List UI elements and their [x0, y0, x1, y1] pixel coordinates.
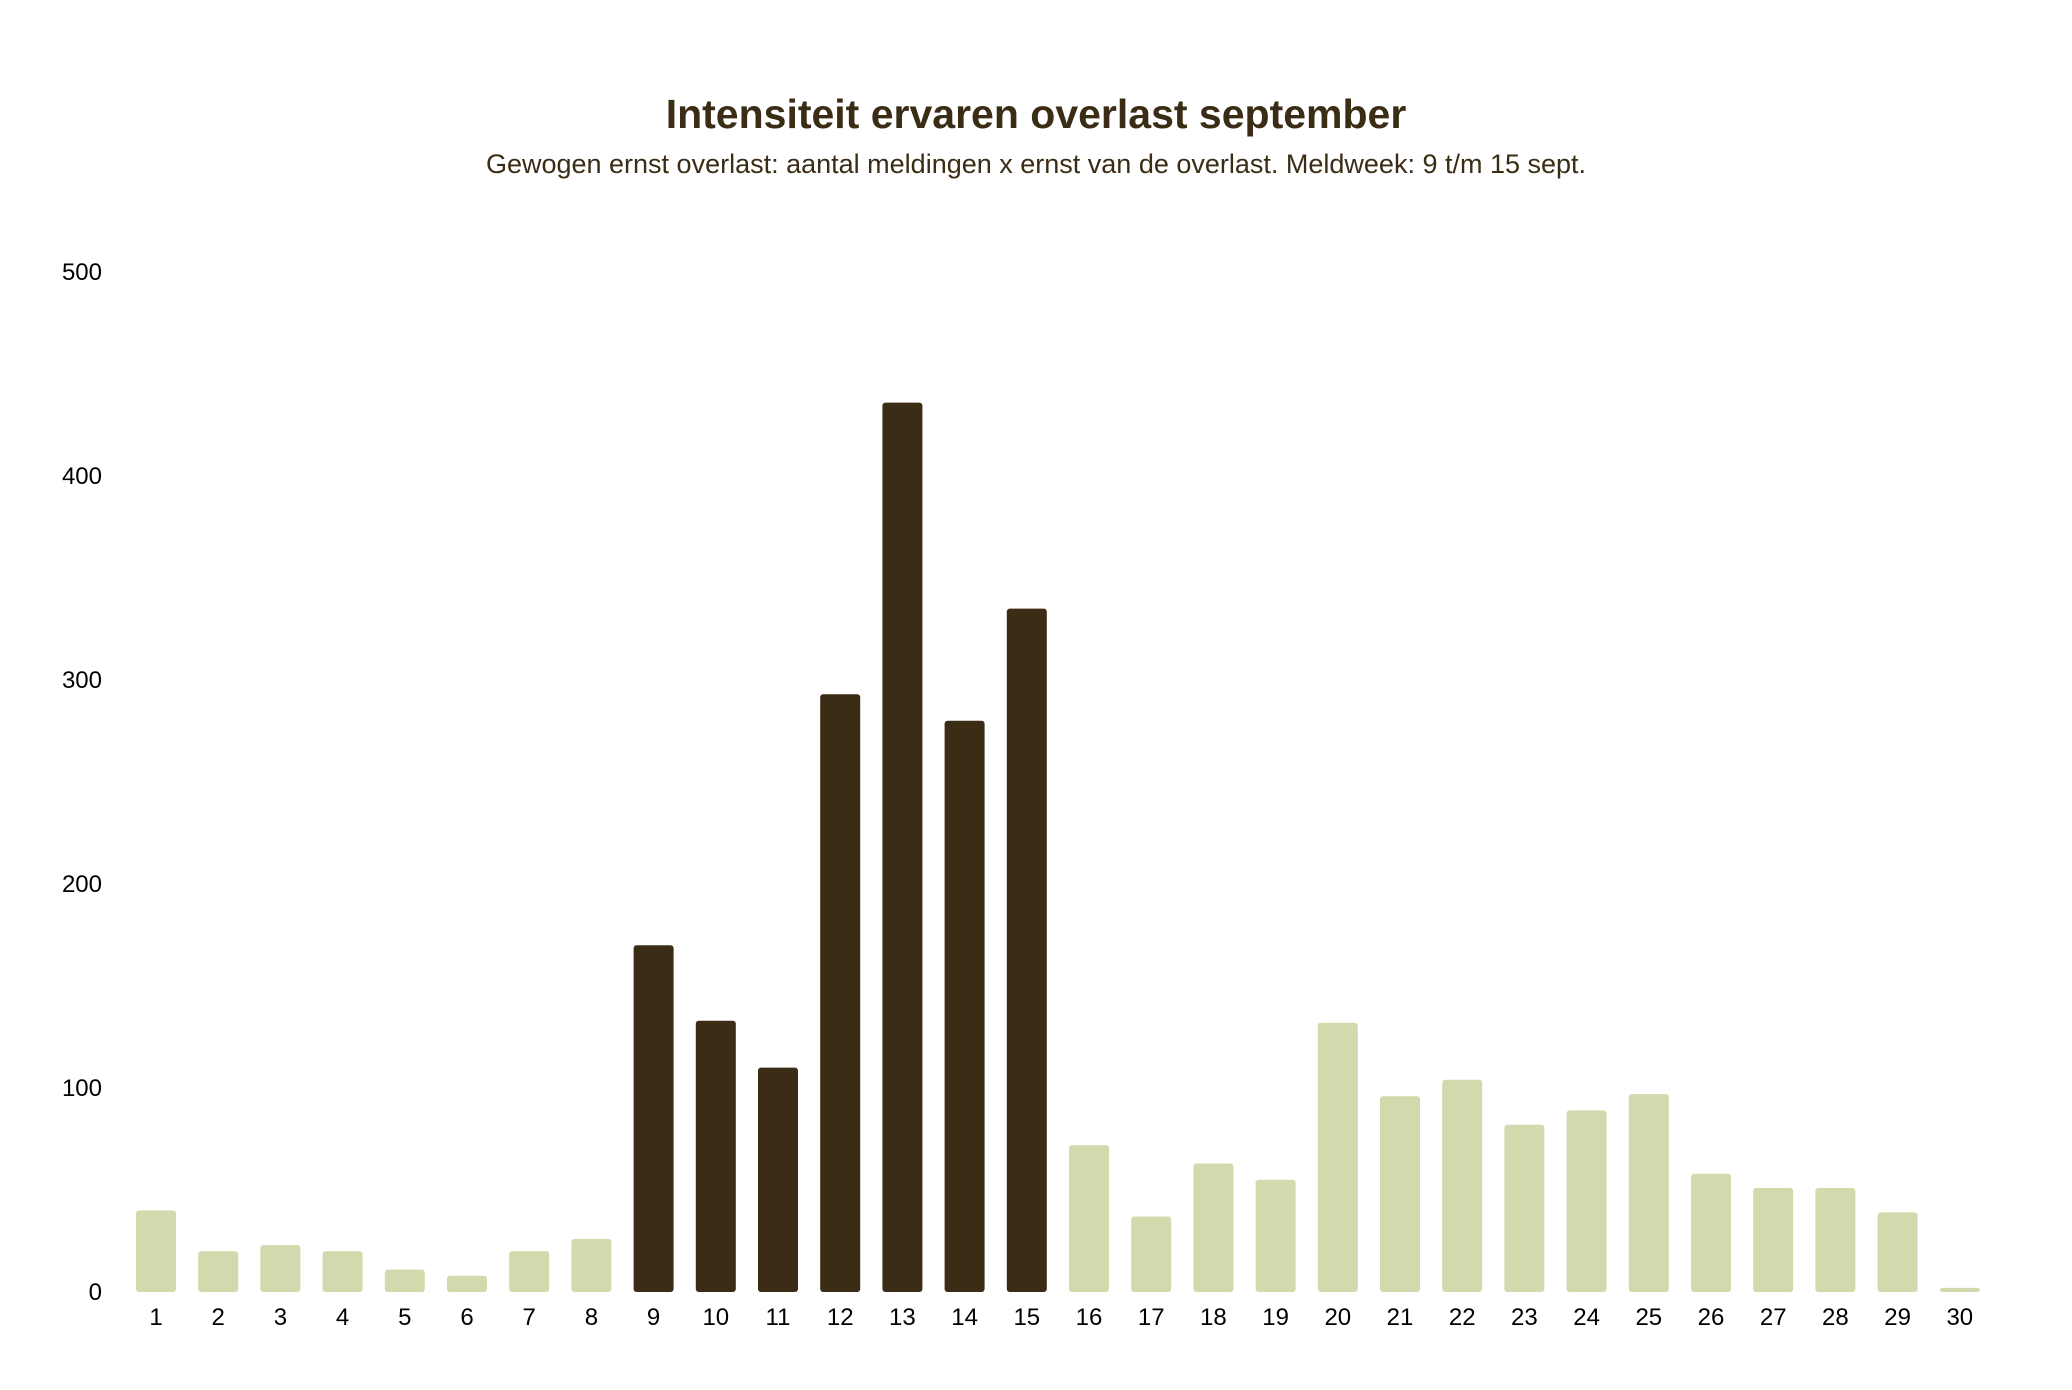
- x-tick-label: 22: [1449, 1304, 1476, 1331]
- bar-day-1: [136, 1210, 176, 1292]
- x-tick-label: 4: [336, 1304, 349, 1331]
- bar-day-16: [1069, 1145, 1109, 1292]
- x-tick-label: 9: [647, 1304, 660, 1331]
- x-tick-label: 26: [1698, 1304, 1725, 1331]
- bar-day-30: [1939, 1287, 1980, 1292]
- x-tick-label: 12: [827, 1304, 854, 1331]
- x-tick-label: 2: [212, 1304, 225, 1331]
- bar-day-21: [1380, 1096, 1420, 1292]
- bar-day-13: [882, 402, 923, 1293]
- y-tick-label: 0: [89, 1279, 102, 1306]
- x-tick-label: 28: [1822, 1304, 1849, 1331]
- bar-day-19: [1255, 1179, 1296, 1292]
- x-tick-label: 14: [951, 1304, 978, 1331]
- bar-day-26: [1691, 1173, 1731, 1292]
- bar-day-9: [633, 945, 674, 1292]
- x-tick-label: 29: [1884, 1304, 1911, 1331]
- bar-day-25: [1628, 1094, 1669, 1292]
- x-axis: 1 2 3 4 5 6 7 8 9 10 11 12 13 14 15 16 17 18 19 20 21 22 23 24 2…: [149, 1304, 1973, 1331]
- bar-day-5: [384, 1269, 425, 1292]
- x-tick-label: 18: [1200, 1304, 1227, 1331]
- x-tick-label: 3: [274, 1304, 287, 1331]
- bar-day-27: [1753, 1188, 1794, 1292]
- chart-subtitle: Gewogen ernst overlast: aantal meldingen…: [486, 149, 1586, 179]
- x-tick-label: 8: [585, 1304, 598, 1331]
- bar-day-6: [447, 1275, 487, 1292]
- bar-day-15: [1006, 608, 1047, 1292]
- bar-day-18: [1193, 1163, 1234, 1292]
- x-tick-label: 1: [149, 1304, 162, 1331]
- x-tick-label: 20: [1324, 1304, 1351, 1331]
- bar-day-7: [509, 1251, 550, 1292]
- y-tick-label: 500: [62, 259, 102, 286]
- bar-day-14: [944, 720, 985, 1292]
- x-tick-label: 15: [1013, 1304, 1040, 1331]
- x-tick-label: 17: [1138, 1304, 1165, 1331]
- bar-day-28: [1815, 1188, 1856, 1292]
- bar-day-29: [1877, 1212, 1918, 1292]
- bar-day-20: [1317, 1022, 1358, 1292]
- bar-day-23: [1504, 1124, 1545, 1292]
- y-tick-label: 100: [62, 1075, 102, 1102]
- x-tick-label: 25: [1635, 1304, 1662, 1331]
- y-tick-label: 400: [62, 463, 102, 490]
- x-tick-label: 23: [1511, 1304, 1538, 1331]
- x-tick-label: 19: [1262, 1304, 1289, 1331]
- x-tick-label: 11: [766, 1304, 791, 1331]
- x-tick-label: 6: [460, 1304, 473, 1331]
- x-tick-label: 21: [1387, 1304, 1414, 1331]
- x-tick-label: 10: [702, 1304, 729, 1331]
- x-tick-label: 7: [523, 1304, 536, 1331]
- bar-day-3: [260, 1245, 301, 1292]
- bar-day-2: [198, 1251, 239, 1292]
- bar-day-4: [322, 1251, 363, 1292]
- bar-day-22: [1442, 1079, 1483, 1292]
- bar-day-17: [1131, 1216, 1172, 1292]
- y-tick-label: 200: [62, 871, 102, 898]
- x-tick-label: 5: [398, 1304, 411, 1331]
- x-tick-label: 27: [1760, 1304, 1787, 1331]
- y-axis: 0 100 200 300 400 500: [62, 259, 102, 1306]
- x-tick-label: 24: [1573, 1304, 1600, 1331]
- bar-day-11: [758, 1067, 798, 1292]
- bar-day-10: [695, 1020, 736, 1292]
- x-tick-label: 16: [1076, 1304, 1103, 1331]
- bar-day-24: [1566, 1110, 1607, 1292]
- x-tick-label: 13: [889, 1304, 916, 1331]
- bar-day-8: [571, 1239, 612, 1292]
- bar-day-12: [820, 694, 861, 1292]
- x-tick-label: 30: [1946, 1304, 1973, 1331]
- chart-title: Intensiteit ervaren overlast september: [666, 91, 1407, 137]
- y-tick-label: 300: [62, 667, 102, 694]
- bars: [136, 402, 1980, 1293]
